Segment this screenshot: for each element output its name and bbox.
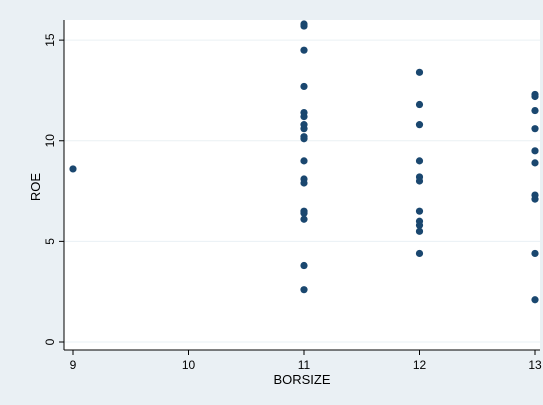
data-point: [415, 177, 424, 185]
data-point: [415, 100, 424, 109]
data-point: [531, 249, 539, 258]
data-point: [69, 165, 77, 173]
data-point: [300, 209, 308, 217]
data-point: [415, 227, 424, 235]
y-axis-label: ROE: [28, 173, 43, 202]
data-point: [300, 82, 308, 91]
data-point: [531, 106, 539, 115]
x-ticks: 9 10 11 12 13: [70, 350, 542, 372]
data-point: [415, 207, 424, 215]
y-tick-label: 15: [43, 33, 57, 47]
y-tick-label: 0: [43, 338, 57, 345]
data-point: [300, 157, 308, 165]
data-point: [415, 121, 424, 129]
data-point: [300, 46, 308, 54]
data-point: [300, 135, 308, 143]
data-point: [300, 22, 308, 30]
y-tick-label: 10: [43, 134, 57, 148]
data-point: [531, 125, 539, 133]
data-point: [531, 296, 539, 304]
data-point: [531, 159, 539, 167]
y-ticks: 0 5 10 15: [43, 33, 64, 345]
x-tick-label: 10: [182, 358, 196, 372]
data-points: [69, 20, 539, 304]
data-point: [300, 113, 308, 121]
data-point: [300, 125, 308, 133]
data-point: [415, 221, 424, 229]
x-tick-label: 9: [70, 358, 77, 372]
data-point: [415, 249, 424, 258]
data-point: [531, 92, 539, 101]
data-point: [300, 261, 308, 270]
data-point: [531, 195, 539, 203]
x-tick-label: 11: [298, 358, 311, 372]
data-point: [300, 179, 308, 187]
x-axis-label: BORSIZE: [273, 372, 330, 387]
x-tick-label: 12: [413, 358, 427, 372]
data-point: [300, 215, 308, 223]
data-point: [531, 147, 539, 155]
data-point: [415, 157, 424, 165]
data-point: [415, 68, 424, 76]
x-tick-label: 13: [528, 358, 542, 372]
data-point: [300, 286, 308, 294]
y-tick-label: 5: [43, 238, 57, 245]
